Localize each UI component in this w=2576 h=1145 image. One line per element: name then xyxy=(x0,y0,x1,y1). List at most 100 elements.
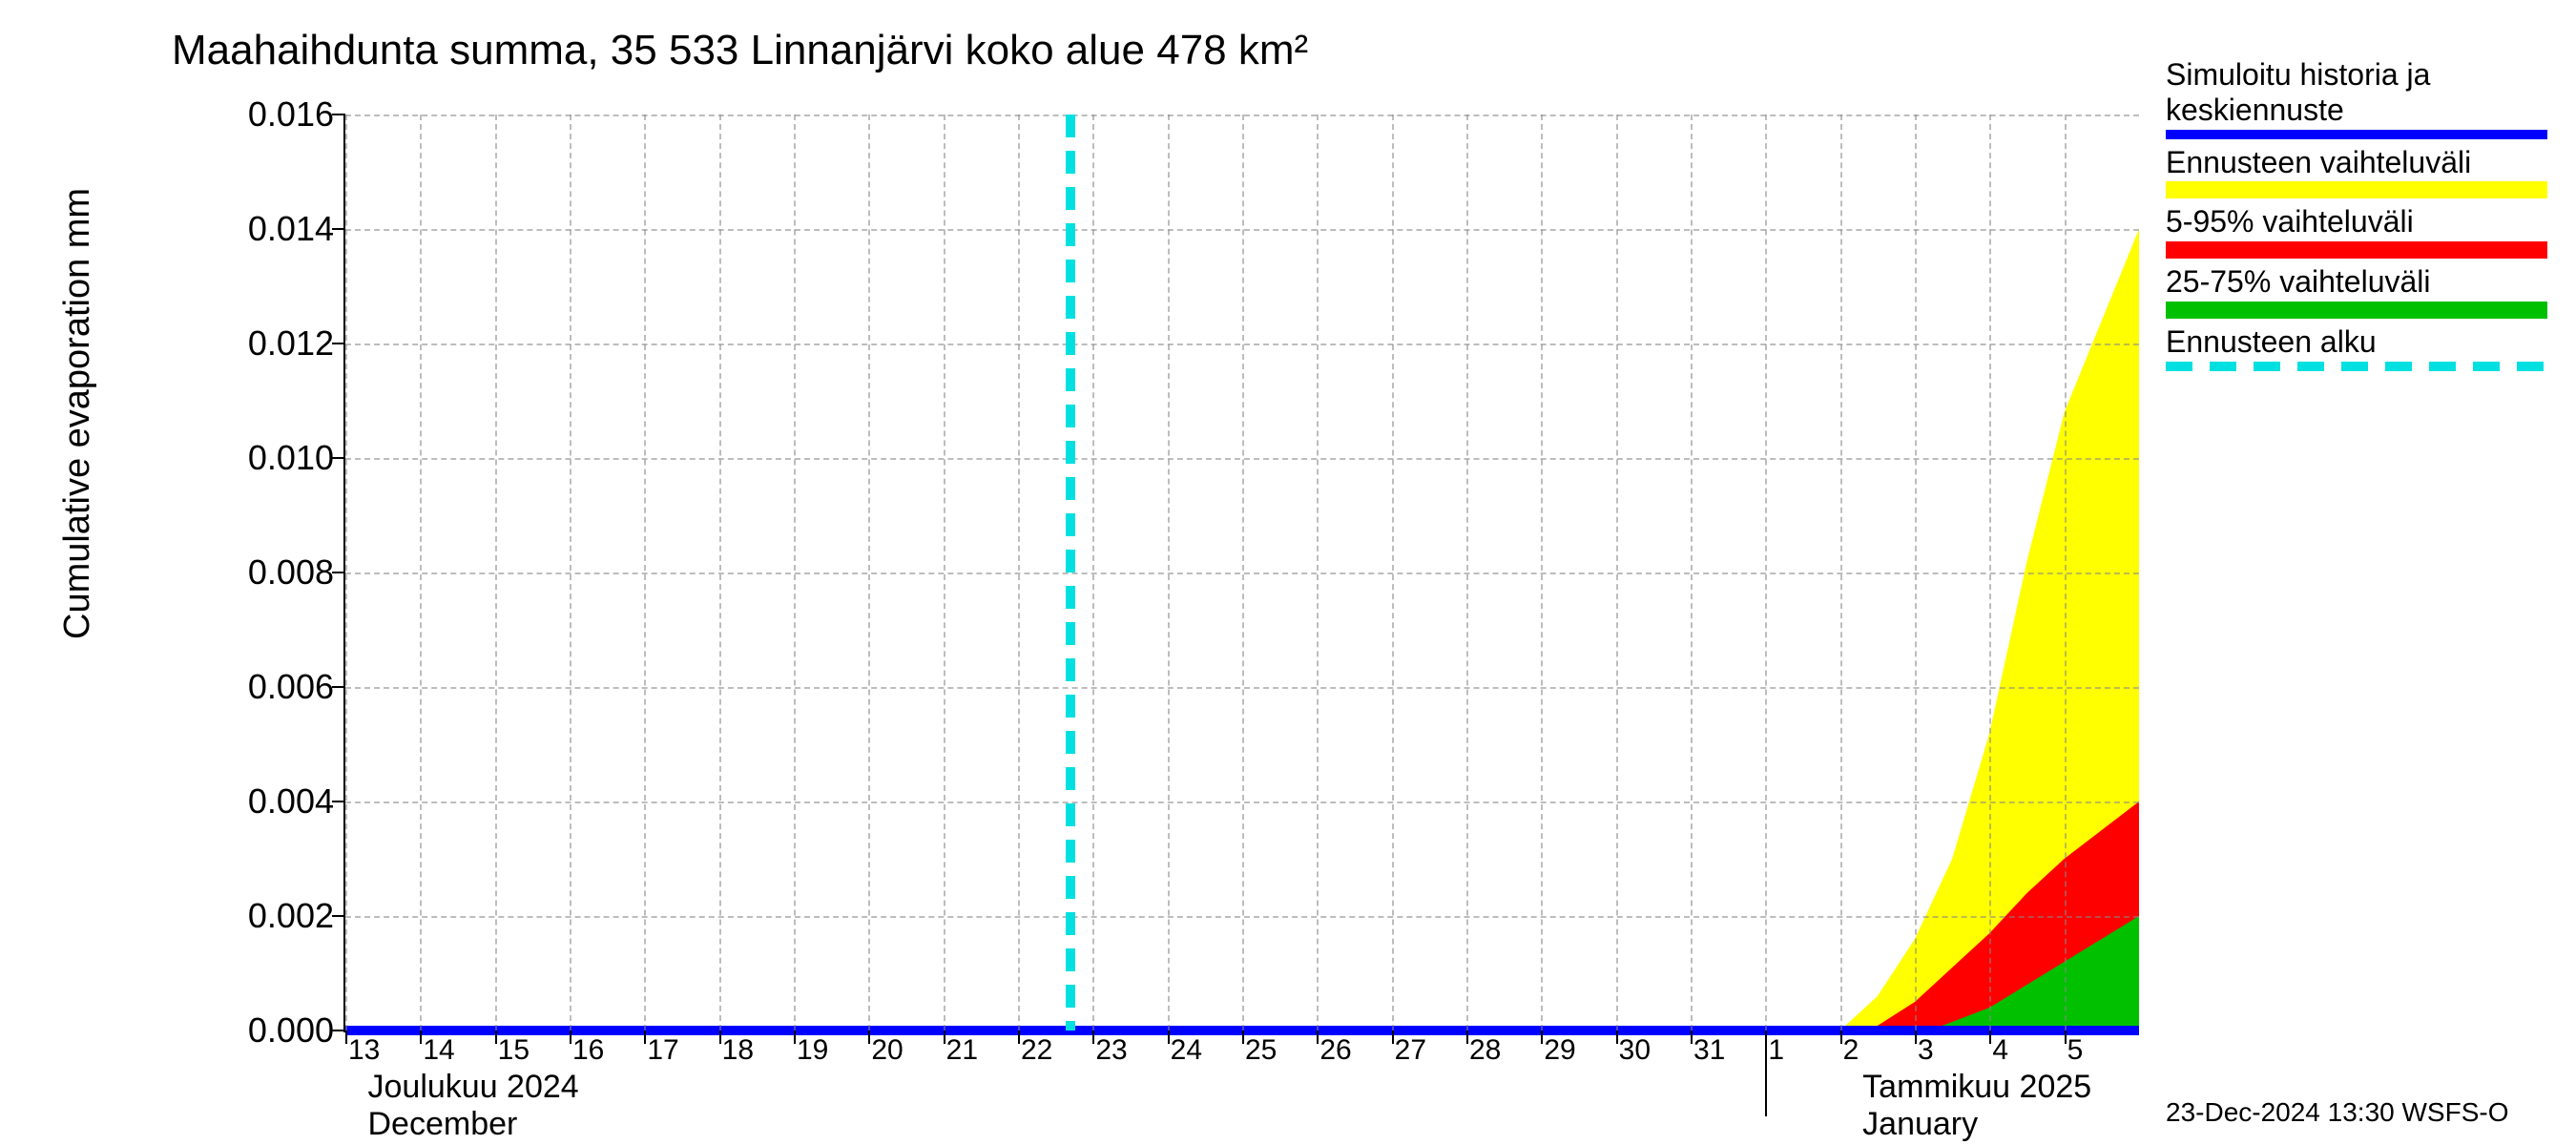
gridline-vertical xyxy=(1168,114,1170,1030)
gridline-vertical xyxy=(1466,114,1468,1030)
footer-timestamp: 23-Dec-2024 13:30 WSFS-O xyxy=(2166,1097,2509,1128)
gridline-vertical xyxy=(1092,114,1094,1030)
y-tick-label: 0.008 xyxy=(248,552,334,593)
x-tick-mark xyxy=(1168,1030,1170,1044)
x-tick-mark xyxy=(1541,1030,1543,1044)
gridline-vertical xyxy=(1616,114,1618,1030)
legend-entry: Ennusteen alku xyxy=(2166,324,2547,371)
gridline-vertical xyxy=(1018,114,1020,1030)
y-tick-label: 0.002 xyxy=(248,896,334,936)
gridline-vertical xyxy=(570,114,571,1030)
x-tick-label: 18 xyxy=(722,1034,754,1067)
legend-entry: Simuloitu historia jakeskiennuste xyxy=(2166,57,2547,139)
legend-label: Ennusteen vaihteluväli xyxy=(2166,145,2547,180)
gridline-vertical xyxy=(345,114,347,1030)
x-tick-mark xyxy=(420,1030,422,1044)
legend-swatch xyxy=(2166,362,2547,371)
x-tick-label: 29 xyxy=(1544,1034,1575,1067)
y-tick-mark xyxy=(332,686,345,688)
x-tick-mark xyxy=(1392,1030,1394,1044)
y-tick-mark xyxy=(332,801,345,802)
x-tick-label: 28 xyxy=(1469,1034,1501,1067)
x-tick-mark xyxy=(1466,1030,1468,1044)
y-tick-mark xyxy=(332,114,345,115)
gridline-vertical xyxy=(1691,114,1693,1030)
x-tick-mark xyxy=(944,1030,945,1044)
gridline-vertical xyxy=(868,114,870,1030)
x-tick-label: 13 xyxy=(348,1034,380,1067)
x-tick-label: 16 xyxy=(572,1034,604,1067)
y-tick-label: 0.016 xyxy=(248,94,334,135)
x-tick-mark xyxy=(1840,1030,1842,1044)
x-tick-label: 27 xyxy=(1395,1034,1426,1067)
x-tick-mark xyxy=(1092,1030,1094,1044)
x-tick-mark xyxy=(1018,1030,1020,1044)
x-tick-label: 24 xyxy=(1171,1034,1202,1067)
x-tick-mark xyxy=(2065,1030,2067,1044)
x-tick-mark xyxy=(719,1030,721,1044)
x-tick-mark xyxy=(495,1030,497,1044)
legend-label: Simuloitu historia jakeskiennuste xyxy=(2166,57,2547,128)
x-tick-label: 25 xyxy=(1245,1034,1277,1067)
gridline-vertical xyxy=(1765,114,1767,1030)
gridline-vertical xyxy=(1989,114,1991,1030)
x-tick-label: 23 xyxy=(1095,1034,1127,1067)
y-tick-label: 0.000 xyxy=(248,1010,334,1051)
x-tick-label: 5 xyxy=(2067,1034,2084,1067)
legend-entry: 5-95% vaihteluväli xyxy=(2166,204,2547,259)
x-tick-mark xyxy=(1616,1030,1618,1044)
x-tick-mark xyxy=(1317,1030,1319,1044)
y-tick-mark xyxy=(332,457,345,459)
x-tick-label: 17 xyxy=(647,1034,678,1067)
month-label: Tammikuu 2025January xyxy=(1862,1069,2091,1143)
month-separator xyxy=(1765,1030,1767,1116)
month-label: Joulukuu 2024December xyxy=(368,1069,579,1143)
y-tick-label: 0.006 xyxy=(248,667,334,707)
legend-entry: Ennusteen vaihteluväli xyxy=(2166,145,2547,199)
gridline-vertical xyxy=(719,114,721,1030)
gridline-vertical xyxy=(944,114,945,1030)
x-tick-mark xyxy=(345,1030,347,1044)
x-tick-label: 2 xyxy=(1843,1034,1859,1067)
y-tick-label: 0.010 xyxy=(248,438,334,478)
gridline-vertical xyxy=(1915,114,1917,1030)
gridline-vertical xyxy=(644,114,646,1030)
gridline-vertical xyxy=(1840,114,1842,1030)
y-axis-label: Cumulative evaporation mm xyxy=(57,188,98,639)
legend-label: 5-95% vaihteluväli xyxy=(2166,204,2547,239)
legend-label: Ennusteen alku xyxy=(2166,324,2547,360)
legend-label: 25-75% vaihteluväli xyxy=(2166,264,2547,300)
gridline-vertical xyxy=(420,114,422,1030)
x-tick-label: 26 xyxy=(1319,1034,1351,1067)
gridline-vertical xyxy=(794,114,796,1030)
x-tick-label: 4 xyxy=(1992,1034,2008,1067)
x-tick-mark xyxy=(1915,1030,1917,1044)
y-tick-mark xyxy=(332,343,345,344)
x-tick-mark xyxy=(794,1030,796,1044)
x-tick-label: 20 xyxy=(871,1034,903,1067)
gridline-vertical xyxy=(1242,114,1244,1030)
x-tick-label: 15 xyxy=(498,1034,530,1067)
legend-swatch xyxy=(2166,181,2547,198)
gridline-vertical xyxy=(2065,114,2067,1030)
x-tick-mark xyxy=(644,1030,646,1044)
gridline-vertical xyxy=(1317,114,1319,1030)
chart-title: Maahaihdunta summa, 35 533 Linnanjärvi k… xyxy=(172,27,1308,74)
x-tick-mark xyxy=(868,1030,870,1044)
y-tick-label: 0.004 xyxy=(248,781,334,822)
y-tick-label: 0.014 xyxy=(248,209,334,249)
x-tick-label: 30 xyxy=(1619,1034,1651,1067)
legend-swatch xyxy=(2166,241,2547,259)
legend-swatch xyxy=(2166,130,2547,139)
y-tick-mark xyxy=(332,1030,345,1031)
x-tick-label: 1 xyxy=(1768,1034,1784,1067)
y-tick-mark xyxy=(332,228,345,230)
y-tick-mark xyxy=(332,572,345,573)
plot-area: 0.0000.0020.0040.0060.0080.0100.0120.014… xyxy=(343,114,2139,1032)
x-tick-mark xyxy=(1691,1030,1693,1044)
gridline-vertical xyxy=(1541,114,1543,1030)
x-tick-label: 3 xyxy=(1918,1034,1934,1067)
x-tick-label: 14 xyxy=(423,1034,454,1067)
legend-swatch xyxy=(2166,302,2547,319)
legend-entry: 25-75% vaihteluväli xyxy=(2166,264,2547,319)
